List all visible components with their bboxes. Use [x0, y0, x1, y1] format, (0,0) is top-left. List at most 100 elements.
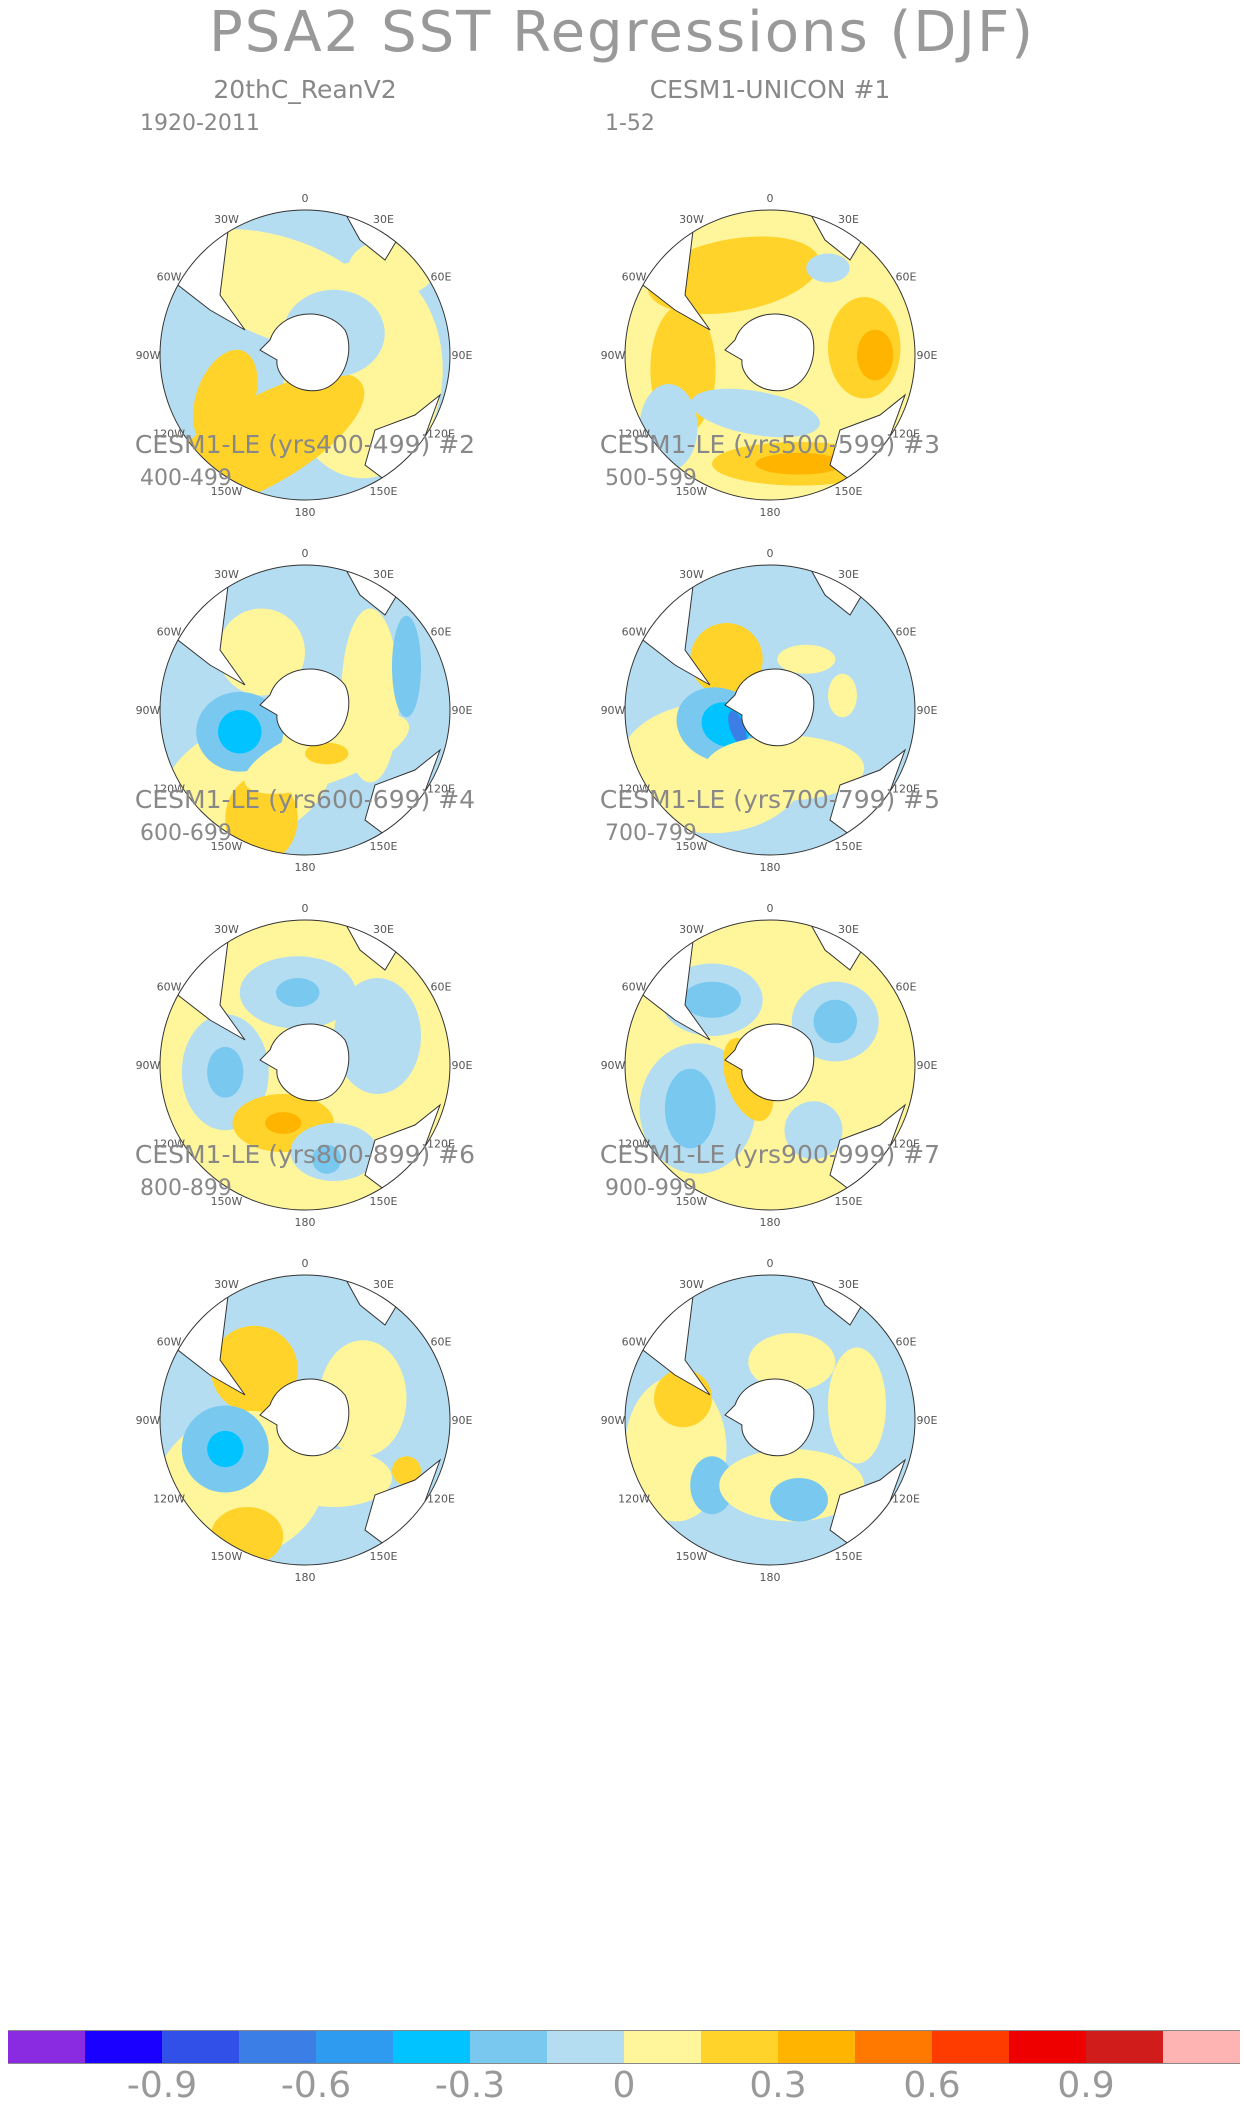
longitude-label: 120E	[427, 1493, 455, 1506]
panel-years: 900-999	[605, 1176, 697, 1201]
longitude-label: 60E	[430, 626, 451, 639]
longitude-label: 0	[767, 192, 774, 205]
longitude-label: 90E	[452, 349, 473, 362]
longitude-label: 30W	[214, 568, 239, 581]
longitude-label: 30E	[373, 923, 394, 936]
longitude-label: 180	[760, 1216, 781, 1229]
longitude-label: 180	[760, 506, 781, 519]
panel-years: 400-499	[140, 466, 232, 491]
map-panel: CESM1-LE (yrs400-499) #2 400-499 0 30E 60E 90…	[75, 430, 535, 900]
longitude-label: 150E	[835, 485, 863, 498]
land-mass	[724, 313, 815, 392]
colorbar-tick-label: -0.3	[434, 2065, 506, 2106]
panel-years: 700-799	[605, 821, 697, 846]
colorbar-swatch	[239, 2031, 316, 2063]
sst-anomaly-region	[664, 1068, 716, 1149]
map-boundary	[624, 209, 916, 501]
longitude-label: 30E	[373, 213, 394, 226]
polar-map: 0 30E 60E 90E 120E 150E 180 150W 120W 90W 60W 30W	[136, 902, 473, 1229]
colorbar-swatch	[624, 2031, 701, 2063]
longitude-label: 120W	[618, 1138, 650, 1151]
colorbar	[8, 2030, 1240, 2064]
longitude-label: 30W	[679, 213, 704, 226]
longitude-label: 180	[295, 861, 316, 874]
longitude-label: 30W	[214, 923, 239, 936]
map-boundary	[159, 1274, 451, 1566]
longitude-label: 30W	[679, 568, 704, 581]
longitude-label: 0	[302, 902, 309, 915]
sst-anomaly-region	[225, 775, 298, 855]
sst-anomaly-region	[748, 1333, 836, 1391]
map-boundary	[159, 209, 451, 501]
polar-map: 0 30E 60E 90E 120E 150E 180 150W 120W 90W 60W 30W	[136, 1257, 473, 1584]
longitude-label: 150E	[370, 1550, 398, 1563]
panel-title: CESM1-LE (yrs700-799) #5	[599, 785, 941, 814]
longitude-label: 150W	[676, 485, 708, 498]
land-mass	[259, 668, 350, 747]
panel-years: 600-699	[140, 821, 232, 846]
sst-anomaly-region	[392, 1456, 421, 1486]
sst-anomaly-region	[806, 253, 850, 283]
longitude-label: 90W	[601, 1059, 626, 1072]
sst-anomaly-region	[857, 329, 894, 381]
longitude-label: 90W	[601, 704, 626, 717]
panel-title: CESM1-LE (yrs600-699) #4	[134, 785, 476, 814]
map-boundary	[159, 919, 451, 1211]
longitude-label: 150W	[211, 840, 243, 853]
longitude-label: 0	[302, 547, 309, 560]
longitude-label: 30E	[373, 568, 394, 581]
sst-anomaly-region	[770, 1478, 828, 1522]
map-panel: CESM1-UNICON #1 1-52 0 30E 60E 90E 120E 150E 180…	[540, 75, 1000, 545]
longitude-label: 90E	[917, 704, 938, 717]
longitude-label: 180	[760, 861, 781, 874]
sst-anomaly-region	[276, 978, 320, 1007]
map-boundary	[624, 564, 916, 856]
longitude-label: 150E	[835, 840, 863, 853]
longitude-label: 150W	[676, 1195, 708, 1208]
colorbar-swatch	[547, 2031, 624, 2063]
sst-anomaly-region	[828, 673, 857, 718]
longitude-label: 150E	[370, 1195, 398, 1208]
longitude-label: 0	[767, 1257, 774, 1270]
longitude-label: 120W	[153, 783, 185, 796]
longitude-label: 30W	[679, 1278, 704, 1291]
sst-anomaly-region	[207, 1430, 244, 1468]
longitude-label: 30W	[214, 1278, 239, 1291]
longitude-label: 120E	[892, 783, 920, 796]
colorbar-swatch	[701, 2031, 778, 2063]
sst-anomaly-region	[192, 349, 258, 448]
land-mass	[724, 1378, 815, 1457]
land-mass	[724, 668, 815, 747]
polar-map: 0 30E 60E 90E 120E 150E 180 150W 120W 90W 60W 30W	[601, 547, 938, 874]
longitude-label: 0	[767, 547, 774, 560]
longitude-label: 150W	[211, 485, 243, 498]
longitude-label: 30W	[214, 213, 239, 226]
sst-anomaly-region	[704, 735, 865, 801]
sst-anomaly-region	[728, 710, 747, 746]
longitude-label: 90E	[452, 1059, 473, 1072]
longitude-label: 90W	[601, 1414, 626, 1427]
longitude-label: 180	[760, 1571, 781, 1584]
longitude-label: 60E	[895, 981, 916, 994]
panel-title: CESM1-LE (yrs800-899) #6	[134, 1140, 476, 1169]
longitude-label: 60E	[895, 271, 916, 284]
longitude-label: 180	[295, 1571, 316, 1584]
longitude-label: 60W	[622, 271, 647, 284]
longitude-label: 60E	[430, 271, 451, 284]
sst-anomaly-region	[218, 608, 305, 696]
longitude-label: 30E	[838, 1278, 859, 1291]
colorbar-tick-label: -0.6	[280, 2065, 352, 2106]
polar-map: 0 30E 60E 90E 120E 150E 180 150W 120W 90W 60W 30W	[601, 1257, 938, 1584]
longitude-label: 120W	[153, 1138, 185, 1151]
longitude-label: 90E	[917, 1059, 938, 1072]
sst-anomaly-region	[265, 1112, 302, 1134]
longitude-label: 30E	[838, 923, 859, 936]
longitude-label: 120W	[153, 1493, 185, 1506]
sst-anomaly-region	[276, 1449, 392, 1507]
longitude-label: 150W	[676, 840, 708, 853]
sst-anomaly-region	[813, 999, 857, 1044]
panel-title: CESM1-UNICON #1	[649, 75, 891, 104]
longitude-label: 120W	[618, 428, 650, 441]
sst-anomaly-region	[683, 981, 741, 1018]
map-panel: CESM1-LE (yrs900-999) #7 900-999 0 30E 60E 90…	[540, 1140, 1000, 1610]
